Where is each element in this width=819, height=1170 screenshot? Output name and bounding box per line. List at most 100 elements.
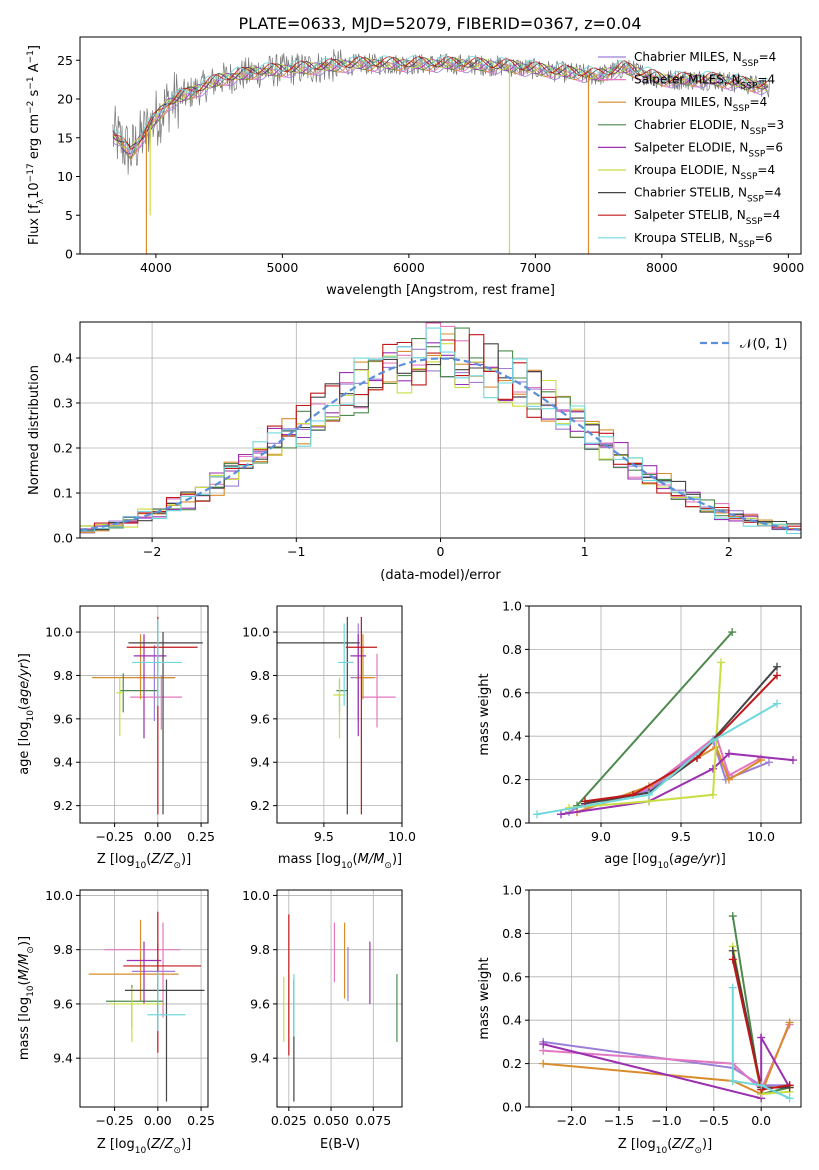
model-line-chabrier_stelib: [112, 57, 769, 148]
x-tick-label: −0.25: [95, 1113, 133, 1128]
weight-point-salpeter_stelib: [773, 671, 781, 680]
plot-area-residual_histogram: [80, 322, 801, 535]
weight-point-kroupa_stelib: [773, 699, 781, 708]
y-tick-label: 10.0: [242, 625, 270, 640]
x-tick-label: 0: [437, 544, 445, 559]
axes-frame: [528, 605, 802, 824]
x-tick-label: −0.5: [699, 1113, 729, 1128]
y-tick-label: 9.4: [53, 1051, 73, 1066]
legend: Chabrier MILES, NSSP=4 Salpeter MILES, NS…: [598, 50, 784, 250]
y-axis-label: mass weight: [477, 957, 492, 1039]
axes-frame: [528, 889, 802, 1108]
y-tick-label: 0.4: [502, 729, 522, 744]
x-axis-label: Z [log10(Z/Z⊙)]: [97, 1137, 191, 1156]
y-tick-label: 9.6: [53, 711, 73, 726]
axes-age_vs_Z: −0.25 0.00 0.25 9.2 9.4 9.6 9.8 10.0 Z [log10(Z/…: [17, 605, 215, 871]
x-axis-label: mass [log10(M/M⊙)]: [278, 852, 402, 871]
y-tick-label: 0.1: [53, 486, 73, 501]
y-tick-label: 9.4: [250, 1051, 270, 1066]
weight-point-chabrier_stelib: [773, 662, 781, 671]
plot-area-mass_vs_ebv: [283, 914, 398, 1102]
x-tick-label: 10.0: [747, 829, 775, 844]
model-line-salpeter_stelib: [112, 56, 769, 150]
y-tick-label: 0.0: [502, 1100, 522, 1115]
y-tick-label: 10: [57, 169, 73, 184]
weight-point-salpeter_elodie: [557, 810, 565, 819]
y-axis-label: mass weight: [477, 673, 492, 755]
y-tick-label: 25: [57, 53, 73, 68]
x-tick-label: −2: [143, 544, 161, 559]
weight-line-salpeter_elodie: [542, 1033, 791, 1100]
x-tick-label: 5000: [266, 260, 298, 275]
y-tick-label: 0.2: [502, 1056, 522, 1071]
x-axis-label: Z [log10(Z/Z⊙)]: [618, 1137, 712, 1156]
x-tick-label: 0.25: [187, 1113, 215, 1128]
x-tick-label: −0.25: [95, 829, 133, 844]
legend-entry: Kroupa MILES, NSSP=4: [634, 95, 767, 114]
axes-mass_vs_ebv: 0.025 0.050 0.075 9.4 9.6 9.8 10.0 E(B-V): [242, 888, 403, 1152]
y-tick-label: 0.0: [502, 816, 522, 831]
y-axis-label: mass [log10(M/M⊙)]: [17, 936, 36, 1060]
x-tick-label: 0.25: [187, 829, 215, 844]
axes-frame: [79, 605, 209, 824]
x-axis-label: age [log10(age/yr)]: [604, 852, 726, 871]
y-tick-label: 9.2: [250, 798, 270, 813]
y-tick-label: 0.2: [53, 441, 73, 456]
y-tick-label: 5: [65, 208, 73, 223]
weight-line-kroupa_stelib: [536, 702, 778, 816]
weight-point-kroupa_stelib: [533, 810, 541, 819]
histogram-chabrier_stelib: [80, 343, 801, 531]
y-tick-label: 9.6: [53, 996, 73, 1011]
weight-point-kroupa_elodie: [709, 790, 717, 799]
gaussian-curve: [80, 357, 801, 532]
legend-entry: 𝒩(0, 1): [740, 337, 787, 352]
y-tick-label: 0: [65, 247, 73, 262]
weight-point-salpeter_elodie: [725, 749, 733, 758]
y-tick-label: 9.8: [250, 668, 270, 683]
y-tick-label: 9.6: [250, 996, 270, 1011]
y-tick-label: 9.8: [250, 942, 270, 957]
x-tick-label: −1.5: [604, 1113, 634, 1128]
weight-point-kroupa_elodie: [717, 658, 725, 667]
y-tick-label: 0.4: [53, 351, 73, 366]
weight-point-kroupa_stelib: [645, 790, 653, 799]
weight-point-kroupa_miles: [785, 1018, 794, 1027]
y-tick-label: 0.2: [502, 772, 522, 787]
plot-area-spectrum: [112, 49, 770, 254]
weight-point-salpeter_elodie: [757, 1033, 766, 1042]
x-tick-label: 9.5: [314, 829, 334, 844]
y-axis-label: age [log10(age/yr)]: [17, 653, 36, 775]
y-tick-label: 1.0: [502, 883, 522, 898]
legend-entry: Salpeter ELODIE, NSSP=6: [634, 140, 783, 159]
x-tick-label: −1.0: [651, 1113, 681, 1128]
model-line-kroupa_stelib: [112, 55, 769, 154]
weight-point-chabrier_elodie: [728, 628, 737, 637]
legend-entry: Salpeter MILES, NSSP=4: [634, 73, 775, 92]
axes-spectrum: 4000 5000 6000 7000 8000 9000 0 5 10 15 20 25 wavele…: [26, 36, 804, 298]
y-tick-label: 1.0: [502, 599, 522, 614]
legend-entry: Chabrier STELIB, NSSP=4: [634, 186, 782, 205]
x-tick-label: −1: [287, 544, 305, 559]
x-tick-label: 7000: [519, 260, 551, 275]
weight-point-chabrier_stelib: [728, 946, 737, 955]
plot-area-age_vs_mass: [277, 616, 396, 815]
x-tick-label: 6000: [393, 260, 425, 275]
x-tick-label: 10.0: [388, 829, 416, 844]
weight-point-kroupa_miles: [725, 775, 733, 784]
y-tick-label: 10.0: [242, 888, 270, 903]
x-axis-label: Z [log10(Z/Z⊙)]: [97, 852, 191, 871]
x-tick-label: 1: [581, 544, 589, 559]
model-line-kroupa_elodie: [112, 58, 769, 150]
y-tick-label: 0.4: [502, 1013, 522, 1028]
x-tick-label: 9.0: [591, 829, 611, 844]
x-tick-label: −2.0: [556, 1113, 586, 1128]
weight-point-salpeter_stelib: [728, 955, 737, 964]
axes-age_vs_mass: 9.5 10.0 9.2 9.4 9.6 9.8 10.0 mass [log10(M/M⊙)…: [242, 605, 416, 871]
x-tick-label: 8000: [646, 260, 678, 275]
y-tick-label: 0.0: [53, 531, 73, 546]
weight-point-kroupa_stelib: [728, 983, 737, 992]
weight-point-salpeter_stelib: [785, 1081, 794, 1090]
weight-line-kroupa_stelib: [731, 987, 791, 1100]
y-tick-label: 0.3: [53, 396, 73, 411]
